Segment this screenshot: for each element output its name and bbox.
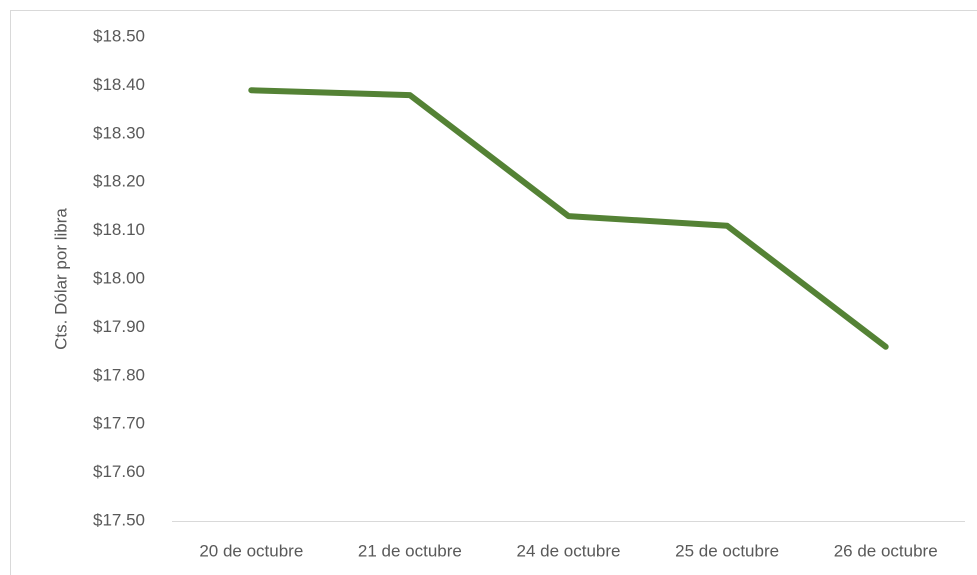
x-tick-label: 26 de octubre <box>834 541 938 560</box>
y-tick-label: $17.90 <box>93 317 145 336</box>
y-tick-label: $18.30 <box>93 123 145 142</box>
y-tick-label: $18.10 <box>93 220 145 239</box>
y-axis-label: Cts. Dólar por libra <box>51 208 70 350</box>
chart-border <box>10 10 977 575</box>
series-line <box>248 87 889 350</box>
y-tick-label: $17.80 <box>93 365 145 384</box>
x-tick-label: 24 de octubre <box>517 541 621 560</box>
y-tick-label: $17.50 <box>93 510 145 529</box>
x-tick-label: 20 de octubre <box>199 541 303 560</box>
y-tick-label: $17.70 <box>93 414 145 433</box>
y-tick-label: $18.20 <box>93 172 145 191</box>
y-tick-label: $18.00 <box>93 268 145 287</box>
y-tick-label: $18.50 <box>93 26 145 45</box>
x-tick-label: 25 de octubre <box>675 541 779 560</box>
y-tick-label: $17.60 <box>93 462 145 481</box>
x-tick-label: 21 de octubre <box>358 541 462 560</box>
y-tick-label: $18.40 <box>93 75 145 94</box>
